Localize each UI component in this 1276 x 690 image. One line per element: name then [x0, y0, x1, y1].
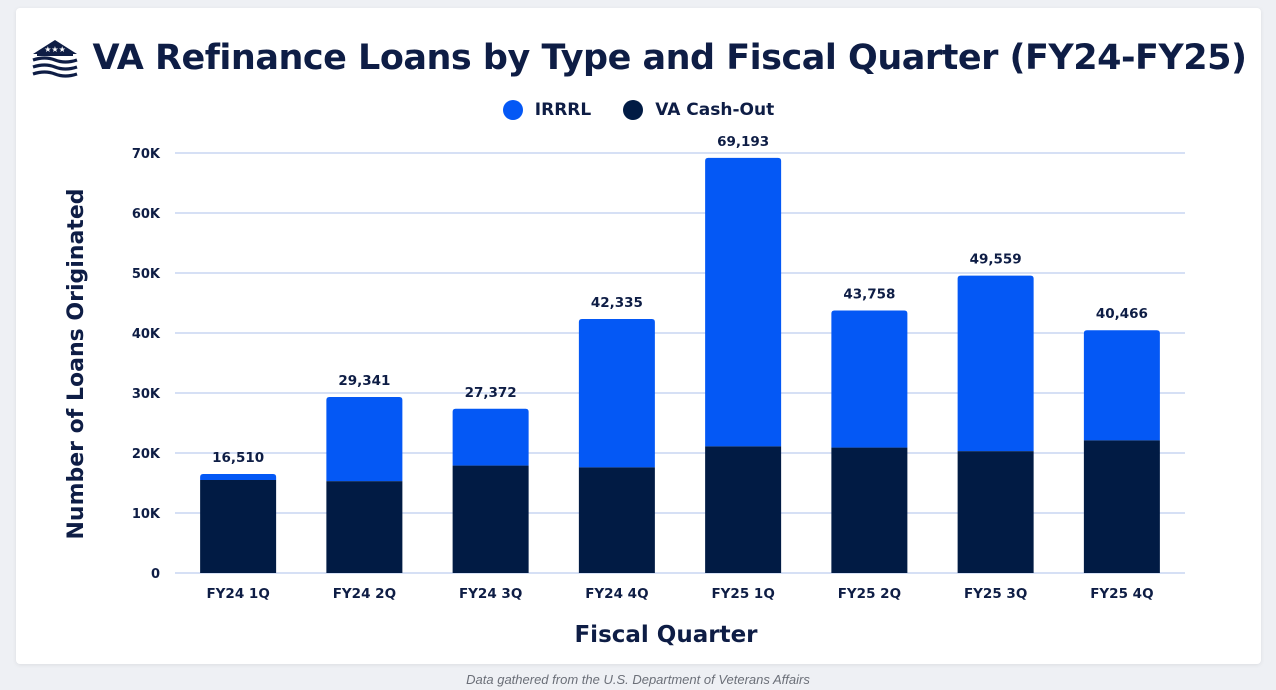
bar-cashout [452, 465, 529, 573]
y-tick-label: 50K [132, 267, 161, 282]
bar-irrrl [452, 408, 529, 466]
x-tick-label: FY25 3Q [964, 586, 1027, 602]
chart-title: VA Refinance Loans by Type and Fiscal Qu… [92, 38, 1247, 78]
bar-irrrl [705, 157, 782, 447]
legend-label-irrrl: IRRRL [534, 100, 592, 120]
bar-total-label: 29,341 [338, 373, 390, 389]
house-with-stars-icon: ★★★ [32, 40, 78, 78]
bar-total-label: 42,335 [591, 295, 643, 311]
bar-total-label: 69,193 [717, 134, 769, 150]
y-tick-label: 20K [132, 447, 161, 462]
y-tick-label: 10K [132, 507, 161, 522]
x-tick-label: FY25 2Q [838, 586, 901, 602]
bar-irrrl [326, 396, 403, 482]
legend-item-cashout: VA Cash-Out [623, 100, 774, 120]
bar-irrrl [200, 473, 277, 480]
bar-irrrl [957, 275, 1034, 452]
x-tick-label: FY24 2Q [333, 586, 396, 602]
bar-total-label: 16,510 [212, 450, 264, 466]
bar-cashout [705, 446, 782, 573]
y-tick-label: 0 [151, 567, 160, 582]
bar-cashout [1083, 440, 1160, 573]
bar-total-label: 27,372 [465, 385, 517, 401]
source-note: Data gathered from the U.S. Department o… [466, 672, 810, 687]
x-tick-label: FY24 4Q [585, 586, 648, 602]
y-tick-label: 70K [132, 147, 161, 162]
y-tick-label: 40K [132, 327, 161, 342]
x-tick-label: FY25 4Q [1090, 586, 1153, 602]
bar-irrrl [578, 318, 655, 468]
legend: IRRRL VA Cash-Out [16, 100, 1261, 120]
x-tick-label: FY24 3Q [459, 586, 522, 602]
legend-swatch-irrrl [502, 100, 523, 120]
bar-total-label: 49,559 [970, 252, 1022, 268]
bar-cashout [578, 467, 655, 573]
bar-irrrl [1083, 330, 1160, 441]
bar-total-label: 43,758 [843, 286, 895, 302]
chart-card: ★★★ VA Refinance Loans by Type and Fisca… [16, 8, 1261, 664]
bar-cashout [200, 480, 277, 573]
x-axis-title: Fiscal Quarter [574, 622, 758, 648]
bar-cashout [831, 447, 908, 573]
legend-label-cashout: VA Cash-Out [655, 100, 775, 120]
y-axis-title: Number of Loans Originated [64, 189, 89, 540]
bar-cashout [957, 451, 1034, 573]
chart-plot: 0 10K 20K 30K 40K 50K 60K 70K 16,510 FY24 1Q 29,34… [64, 134, 1185, 648]
title-row: ★★★ VA Refinance Loans by Type and Fisca… [16, 38, 1261, 78]
y-tick-label: 30K [132, 387, 161, 402]
bar-total-label: 40,466 [1096, 306, 1148, 322]
x-tick-label: FY25 1Q [711, 586, 774, 602]
svg-text:★★★: ★★★ [44, 45, 66, 54]
x-tick-label: FY24 1Q [206, 586, 269, 602]
bar-cashout [326, 481, 403, 573]
legend-item-irrrl: IRRRL [502, 100, 592, 120]
y-tick-label: 60K [132, 207, 161, 222]
bar-irrrl [831, 310, 908, 448]
legend-swatch-cashout [623, 100, 644, 120]
